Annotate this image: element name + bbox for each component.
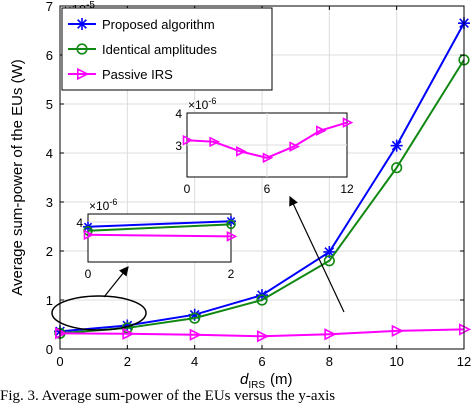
data-point [391, 324, 404, 337]
x-tick-label: 6 [258, 354, 265, 369]
inset-series-line [87, 233, 232, 238]
inset-series-line [87, 223, 232, 232]
data-point [390, 139, 403, 152]
y-tick-label: 1 [46, 293, 53, 308]
inset-upper: 0 6 12 3 4 ×10-6 [175, 96, 354, 196]
inset-series-passive-irs [182, 117, 354, 164]
inset-series-line [87, 220, 232, 228]
inset-x-tick-label: 6 [264, 182, 271, 196]
inset-series-line [186, 121, 348, 159]
series-line [59, 59, 465, 335]
data-point [458, 323, 472, 336]
inset-exponent-label: ×10-6 [89, 197, 117, 213]
x-tick-label: 12 [457, 354, 471, 369]
y-tick-label: 0 [46, 342, 53, 357]
series-line [59, 328, 465, 338]
highlight-ellipse [51, 295, 147, 331]
arrow-upper-inset [289, 195, 345, 313]
inset-y-tick-label: 3 [175, 139, 182, 153]
inset-x-tick-label: 0 [85, 267, 92, 281]
data-point [324, 328, 337, 341]
legend: Proposed algorithm Identical amplitudes Pa… [61, 7, 273, 91]
data-point [316, 125, 327, 136]
legend-box [61, 7, 273, 91]
data-point [189, 312, 201, 324]
inset-x-tick-label: 12 [340, 182, 354, 196]
data-point [54, 327, 68, 340]
legend-label: Proposed algorithm [102, 17, 215, 32]
inset-y-tick-label: 4 [76, 216, 83, 230]
data-point [77, 67, 90, 81]
x-tick-label: 8 [326, 354, 333, 369]
data-point [83, 229, 95, 241]
data-point [209, 136, 220, 148]
arrow-lower-inset [103, 266, 129, 298]
insets: 0 2 4 ×10-6 0 6 12 3 4 ×10-6 [76, 96, 354, 281]
data-point [189, 328, 202, 341]
inset-exponent-label: ×10-6 [188, 96, 216, 112]
data-point [226, 231, 238, 242]
data-point [342, 117, 354, 128]
y-tick-label: 2 [46, 244, 53, 259]
legend-entry: Passive IRS [68, 67, 173, 82]
y-tick-label: 5 [46, 97, 53, 112]
x-tick-label: 2 [124, 354, 131, 369]
data-point [76, 43, 88, 55]
data-point [236, 146, 247, 157]
figure-caption: Fig. 3. Average sum-power of the EUs ver… [0, 388, 336, 404]
series-passive-irs [54, 323, 472, 343]
data-point [256, 330, 270, 343]
data-point [182, 134, 194, 146]
y-tick-label: 3 [46, 195, 53, 210]
inset-x-tick-label: 0 [184, 182, 191, 196]
y-axis-title: Average sum-power of the EUs (W) [9, 59, 26, 295]
series-layer [54, 17, 472, 343]
data-point [226, 219, 236, 230]
data-point [256, 294, 268, 306]
inset-series-passive-irs [83, 229, 238, 242]
data-point [76, 18, 88, 30]
x-tick-label: 4 [191, 354, 198, 369]
legend-entry: Identical amplitudes [68, 42, 217, 57]
y-tick-label: 4 [46, 146, 53, 161]
y-tick-label: 7 [46, 0, 53, 14]
data-point [391, 162, 403, 174]
inset-lower: 0 2 4 ×10-6 [76, 197, 238, 281]
data-point [289, 141, 300, 152]
x-tick-label: 0 [56, 354, 63, 369]
legend-label: Passive IRS [102, 67, 173, 82]
y-tick-label: 6 [46, 48, 53, 63]
inset-x-tick-label: 2 [228, 267, 235, 281]
data-point [262, 152, 274, 164]
x-tick-label: 10 [389, 354, 403, 369]
inset-y-tick-label: 4 [175, 107, 182, 121]
legend-entry: Proposed algorithm [68, 17, 215, 32]
data-point [323, 245, 336, 258]
data-point [323, 255, 335, 267]
annotations [51, 195, 345, 331]
legend-label: Identical amplitudes [102, 42, 217, 57]
data-point [122, 327, 135, 340]
